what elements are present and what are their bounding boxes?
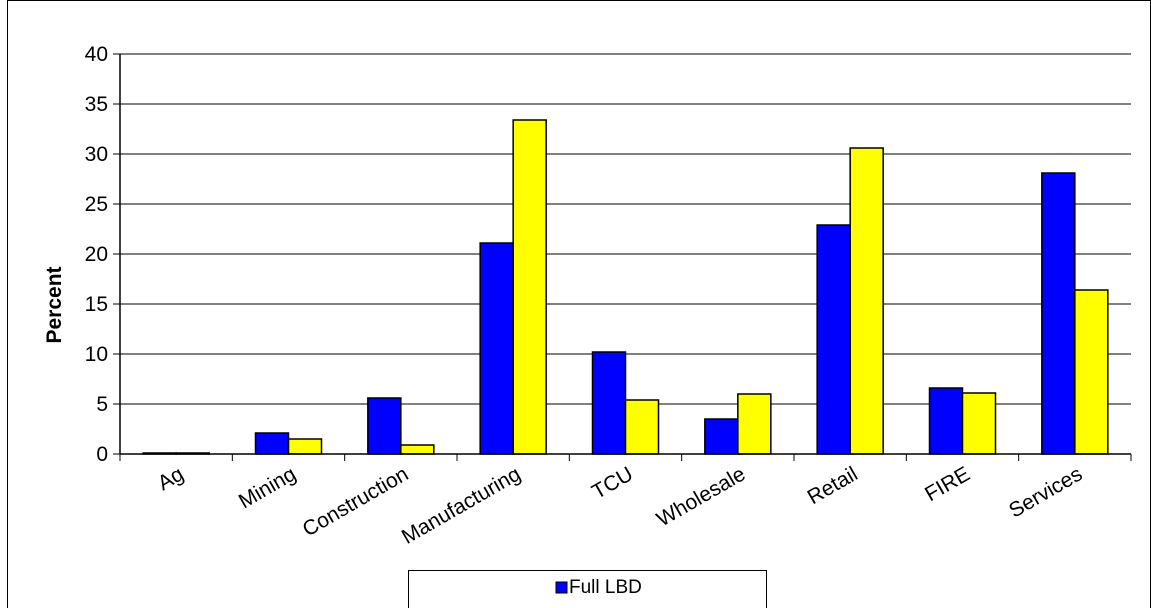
bar-series-1-services	[1041, 172, 1076, 455]
bar-series-2-construction	[400, 444, 435, 455]
y-tick-label: 35	[85, 93, 108, 116]
y-tick-label: 40	[85, 43, 108, 66]
y-axis-label: Percent	[43, 266, 66, 343]
y-tick-label: 30	[85, 143, 108, 166]
bar-series-2-manufacturing	[512, 119, 547, 455]
y-tick-label: 0	[96, 443, 108, 466]
bar-series-2-mining	[287, 438, 323, 455]
y-tick-label: 10	[85, 343, 108, 366]
bar-series-1-mining	[254, 432, 290, 455]
legend-swatch-full-lbd	[555, 581, 568, 594]
legend-box	[408, 570, 767, 608]
y-tick-label: 20	[85, 243, 108, 266]
bar-series-2-fire	[961, 392, 997, 455]
y-tick-labels: 0 5 10 15 20 25 30 35 40	[85, 43, 108, 466]
bar-series-1-construction	[367, 397, 402, 455]
bar-series-2-retail	[849, 147, 884, 455]
bar-series-2-wholesale	[737, 393, 772, 455]
y-tick-label: 5	[96, 393, 108, 416]
bar-series-1-fire	[928, 387, 964, 455]
y-tick-label: 25	[85, 193, 108, 216]
axes	[119, 54, 1132, 461]
bar-series-2-tcu	[624, 399, 660, 455]
bar-series-1-manufacturing	[479, 242, 514, 455]
bar-series-2-services	[1074, 289, 1109, 455]
bar-series-1-wholesale	[704, 418, 739, 455]
bar-series-1-retail	[816, 224, 851, 455]
bar-series-1-tcu	[591, 351, 627, 455]
y-tick-label: 15	[85, 293, 108, 316]
legend-label-full-lbd: Full LBD	[569, 577, 642, 598]
legend: Full LBD	[408, 570, 767, 608]
